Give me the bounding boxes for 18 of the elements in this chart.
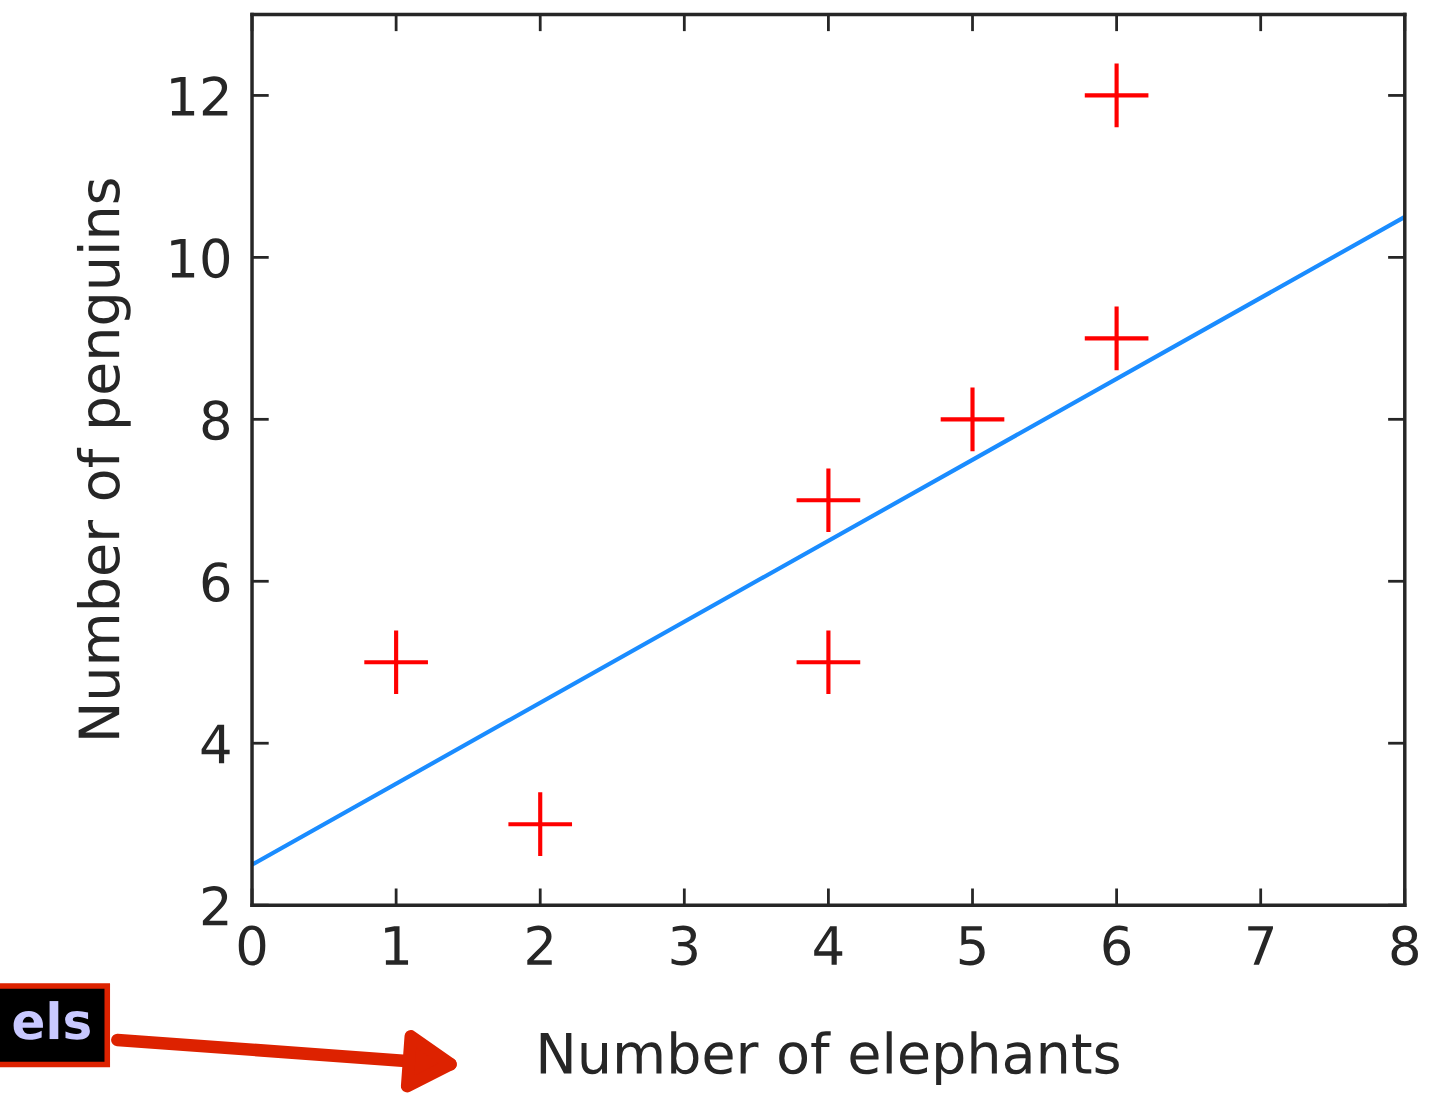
x-tick-label: 4 (814, 926, 843, 965)
x-tick-label: 5 (959, 926, 985, 966)
y-tick-label: 2 (202, 886, 228, 926)
x-tick-label: 1 (385, 926, 409, 965)
x-tick-label: 7 (1248, 926, 1273, 965)
x-tick-label: 2 (527, 925, 552, 965)
x-axis-title: Number of elephants (540, 1031, 1119, 1086)
y-tick-label: 6 (202, 562, 230, 603)
x-tick-label: 3 (671, 925, 697, 966)
x-tick-label: 6 (1103, 925, 1131, 966)
y-tick-label: 12 (171, 76, 228, 116)
x-tick-label: 0 (238, 925, 266, 966)
x-tick-label: 8 (1391, 925, 1418, 966)
y-tick-label: 8 (202, 400, 229, 441)
y-tick-label: 4 (201, 724, 230, 764)
text: els (13, 1001, 90, 1040)
y-tick-label: 10 (171, 238, 230, 279)
y-axis-title: Number of penguins (76, 179, 131, 738)
